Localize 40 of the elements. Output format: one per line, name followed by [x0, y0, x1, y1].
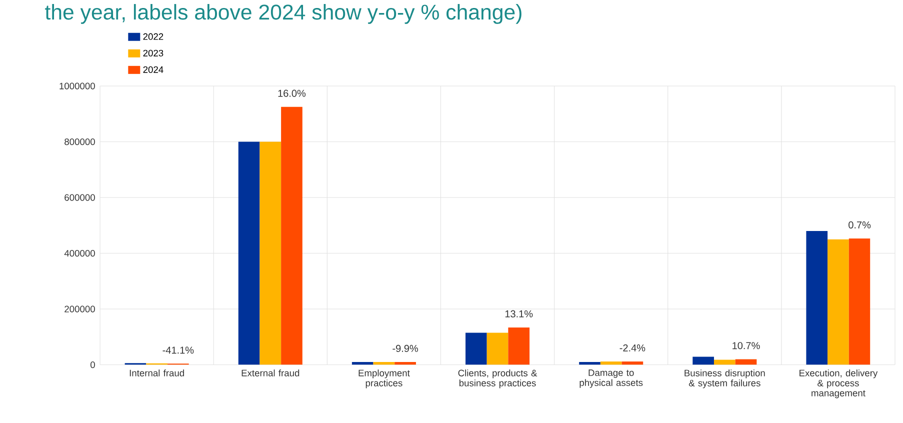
annotation: 13.1%: [505, 310, 533, 318]
annotation: 16.0%: [278, 90, 306, 97]
bar: [579, 362, 600, 365]
y-tick-label: 200000: [64, 306, 95, 312]
y-tick-label: 600000: [64, 194, 95, 201]
bar: [848, 238, 870, 365]
x-tick-label: Execution, delivery & process management: [800, 369, 878, 398]
bar: [238, 142, 260, 365]
bar: [828, 239, 849, 365]
x-tick-label: Damage to physical assets: [580, 369, 643, 388]
annotation: -41.1%: [162, 346, 194, 354]
bar: [486, 332, 508, 365]
x-tick-label: Clients, products & business practices: [458, 369, 538, 388]
annotation: 10.7%: [732, 342, 760, 349]
legend-label: 2023: [143, 50, 164, 56]
bar: [281, 106, 302, 365]
chart-title: the year, labels above 2024 show y-o-y % change): [45, 4, 522, 24]
bar: [394, 362, 416, 365]
y-tick-label: 800000: [64, 138, 95, 145]
annotation: 0.7%: [848, 221, 871, 228]
bar: [806, 230, 828, 365]
annotation: -2.4%: [620, 344, 646, 352]
y-tick-label: 400000: [64, 250, 95, 256]
x-tick-label: External fraud: [242, 369, 300, 376]
bar: [692, 356, 714, 365]
x-tick-label: Business disruption & system failures: [684, 369, 765, 388]
legend-label: 2024: [143, 66, 164, 73]
annotation: -9.9%: [392, 344, 418, 352]
x-tick-label: Internal fraud: [130, 369, 184, 376]
bar: [260, 142, 282, 365]
x-tick-label: Employment practices: [358, 369, 410, 388]
bar: [508, 327, 530, 365]
bar: [714, 360, 736, 365]
bar: [352, 362, 374, 365]
bar: [466, 332, 487, 365]
y-tick-label: 1000000: [60, 82, 95, 90]
bar: [600, 361, 622, 365]
bar: [735, 358, 757, 365]
y-tick-label: 0: [90, 361, 95, 368]
legend-label: 2022: [143, 33, 164, 40]
